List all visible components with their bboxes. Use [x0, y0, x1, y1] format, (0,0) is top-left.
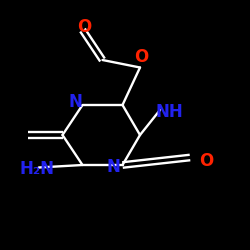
Text: O: O: [134, 48, 148, 66]
Text: N: N: [68, 93, 82, 111]
Text: H₂N: H₂N: [20, 160, 54, 178]
Text: N: N: [106, 158, 120, 176]
Text: O: O: [198, 152, 213, 170]
Text: NH: NH: [156, 103, 184, 121]
Text: O: O: [76, 18, 91, 36]
